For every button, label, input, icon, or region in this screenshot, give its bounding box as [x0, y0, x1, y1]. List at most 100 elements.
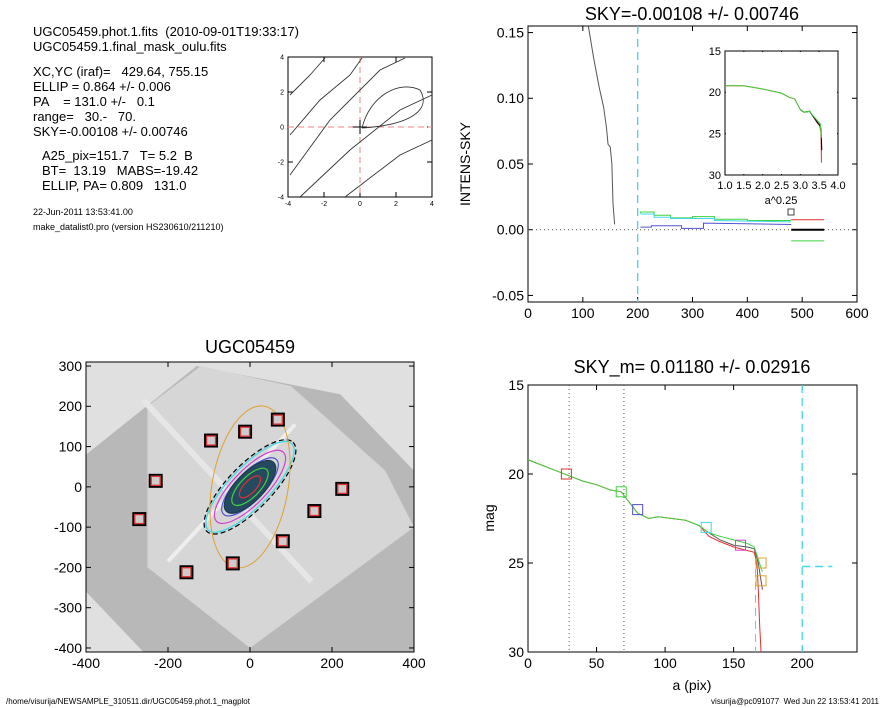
image-ytick-label: -100: [54, 519, 82, 535]
contour-ytick-label: -4: [278, 194, 284, 201]
sky-box-marker-inner: [309, 505, 320, 517]
image-xtick-label: 400: [402, 655, 426, 671]
mag-marker: [755, 557, 767, 569]
center-cross-icon: [352, 120, 368, 134]
contour-ytick-label: -2: [278, 159, 284, 166]
inset-xtick-label: 4.0: [830, 180, 845, 192]
sky-box-marker-inner: [227, 558, 238, 569]
mag-xtick-label: 50: [589, 655, 605, 671]
sky-xtick-label: 200: [626, 305, 650, 321]
sky-box-marker-inner: [150, 475, 161, 486]
mag-marker: [615, 486, 627, 498]
sky-ytick-label: 0.00: [497, 222, 524, 238]
contour-ytick-label: 2: [280, 89, 284, 96]
mag-ytick-label: 20: [508, 466, 524, 482]
image-xtick-label: -400: [72, 655, 100, 671]
sky-box-marker: [335, 481, 350, 496]
sky-xtick-label: 400: [736, 305, 760, 321]
mag-marker: [700, 521, 712, 533]
contour-line: [299, 94, 433, 198]
mag-title: SKY_m= 0.01180 +/- 0.02916: [574, 357, 811, 378]
image-ytick-label: -300: [54, 600, 82, 616]
mag-axes-box: [527, 384, 858, 653]
inset-ytick-label: 30: [709, 170, 721, 182]
sky-box-marker: [275, 534, 290, 549]
param-pa: PA = 131.0 +/- 0.1: [33, 94, 155, 109]
sky-title: SKY=-0.00108 +/- 0.00746: [585, 4, 799, 24]
contour-line: [344, 139, 433, 198]
footer-path: /home/visurija/NEWSAMPLE_310511.dir/UGC0…: [6, 697, 250, 706]
derived-ellip-pa: ELLIP, PA= 0.809 131.0: [42, 178, 187, 193]
param-sky: SKY=-0.00108 +/- 0.00746: [33, 124, 188, 139]
image-ytick-label: 300: [59, 358, 83, 374]
sky-box-marker-inner: [239, 426, 251, 437]
mag-ytick-label: 25: [508, 555, 524, 571]
isophote-ellipse: [205, 440, 295, 533]
mag-xlabel: a (pix): [673, 677, 712, 693]
sky-box-marker-inner: [277, 536, 288, 547]
param-ellip: ELLIP = 0.864 +/- 0.006: [33, 79, 171, 94]
contour-lines: [289, 57, 433, 198]
sky-box-marker: [225, 556, 240, 571]
contour-xtick-label: 0: [358, 201, 362, 208]
derived-a25: A25_pix=151.7 T= 5.2 B: [42, 148, 193, 163]
sky-box-marker: [204, 433, 219, 448]
image-ytick-label: 200: [59, 398, 83, 414]
sky-box-marker: [132, 512, 147, 527]
mag-series-gray: [705, 530, 763, 590]
isophote-ellipse: [213, 449, 287, 524]
sky-box-marker-inner: [134, 513, 145, 525]
contour-ytick-label: 4: [280, 54, 284, 61]
inset-xtick-label: 2.5: [774, 180, 789, 192]
inset-series-green: [725, 85, 822, 138]
mag-marker: [734, 539, 746, 551]
contour-xtick-label: -2: [321, 201, 327, 208]
derived-bt: BT= 13.19 MABS=-19.42: [42, 163, 199, 178]
param-xcyc: XC,YC (iraf)= 429.64, 755.15: [33, 64, 209, 79]
sky-ytick-label: 0.05: [497, 156, 524, 172]
sky-series-cyan-steps: [640, 213, 792, 223]
contour-xtick-label: 4: [430, 201, 434, 208]
sky-box-marker: [238, 424, 253, 439]
sky-series-blue-steps: [640, 222, 792, 229]
inset-xtick-label: 2.0: [755, 180, 770, 192]
inset-xtick-label: 3.0: [793, 180, 808, 192]
sky-ytick-label: 0.10: [497, 90, 524, 106]
sky-box-marker: [148, 473, 163, 488]
sky-xtick-label: 300: [681, 305, 705, 321]
mag-xtick-label: 150: [722, 655, 746, 671]
mag-xtick-label: 0: [524, 655, 532, 671]
sky-xtick-label: 600: [845, 305, 869, 321]
sky-box-marker-inner: [337, 483, 348, 495]
image-xtick-label: -200: [154, 655, 182, 671]
mag-ytick-label: 30: [508, 644, 524, 660]
inset-xtick-label: 1.0: [717, 180, 732, 192]
mag-xtick-label: 200: [790, 655, 814, 671]
mag-marker: [560, 468, 572, 480]
bleed-trail: [141, 398, 314, 584]
contour-xtick-label: -4: [285, 201, 291, 208]
contour-xtick-label: 2: [394, 201, 398, 208]
contour-line: [289, 57, 363, 136]
image-xtick-label: 0: [246, 655, 254, 671]
isophote-ellipse: [223, 459, 277, 514]
mag-ytick-label: 15: [508, 377, 524, 393]
image-ytick-label: 0: [74, 479, 82, 495]
inset-ytick-label: 20: [709, 87, 721, 99]
inset-xtick-label: 3.5: [812, 180, 827, 192]
sky-box-marker: [270, 412, 285, 427]
mag-ylabel: mag: [481, 504, 497, 531]
mag-xtick-label: 100: [653, 655, 677, 671]
program-version: make_datalist0.pro (version HS230610/211…: [33, 222, 224, 232]
sky-series-green-steps: [639, 211, 792, 222]
contour-line: [289, 57, 406, 176]
contour-ytick-label: 0: [280, 124, 284, 131]
sky-ytick-label: -0.05: [492, 287, 524, 303]
image-xtick-label: 200: [320, 655, 344, 671]
file-line: UGC05459.phot.1.fits (2010-09-01T19:33:1…: [33, 24, 299, 39]
date-stamp: 22-Jun-2011 13:53:41.00: [33, 207, 133, 217]
isophote-ellipse: [238, 475, 262, 499]
mag-series-red: [527, 459, 762, 653]
